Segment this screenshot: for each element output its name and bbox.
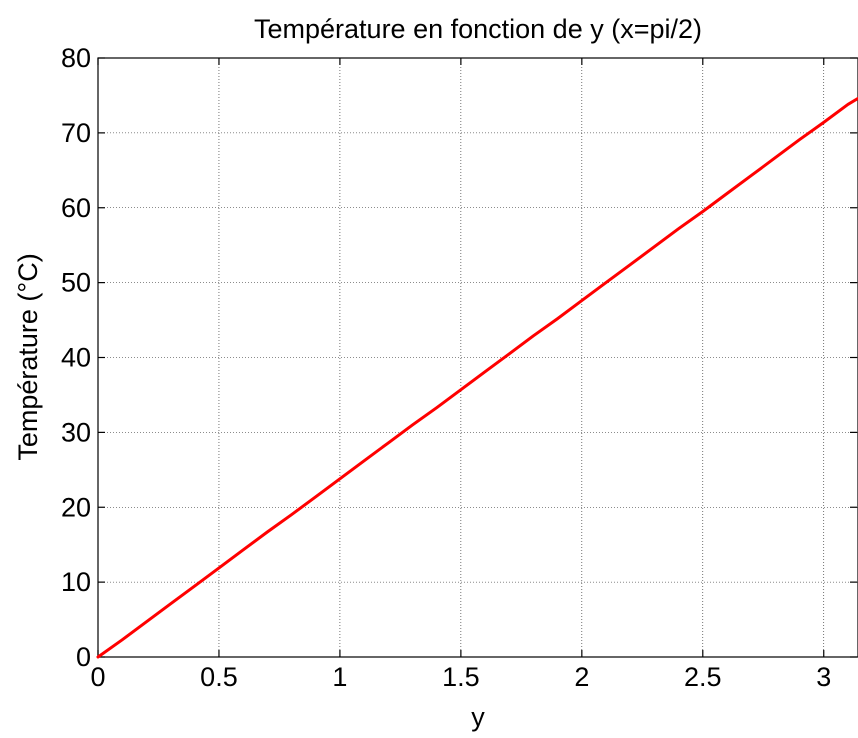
x-tick-label: 0: [90, 662, 105, 692]
plot-frame: [97, 57, 858, 658]
x-tick-label: 1.5: [442, 662, 480, 692]
y-axis-label: Température (°C): [13, 253, 43, 460]
y-tick-label: 80: [61, 43, 91, 73]
y-tick-label: 10: [61, 567, 91, 597]
y-tick-label: 70: [61, 118, 91, 148]
y-tick-label: 30: [61, 417, 91, 447]
y-tick-label: 20: [61, 492, 91, 522]
x-tick-label: 0.5: [200, 662, 238, 692]
grid: [98, 58, 858, 657]
x-tick-label: 1: [332, 662, 347, 692]
y-tick-label: 50: [61, 268, 91, 298]
x-axis-label: y: [471, 702, 485, 732]
x-tick-label: 2.5: [684, 662, 722, 692]
y-tick-label: 0: [76, 642, 91, 672]
series-line: [96, 96, 858, 659]
y-tick-label: 40: [61, 343, 91, 373]
y-tick-label: 60: [61, 193, 91, 223]
x-tick-label: 2: [574, 662, 589, 692]
x-tick-label: 3: [816, 662, 831, 692]
chart-title: Température en fonction de y (x=pi/2): [254, 14, 702, 44]
